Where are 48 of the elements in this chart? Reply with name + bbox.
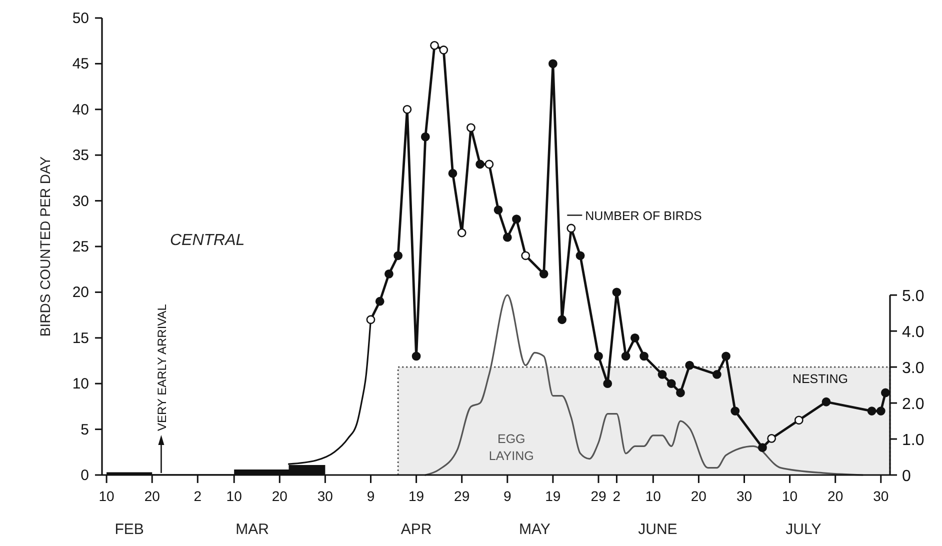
- x-tick-label: 30: [317, 488, 334, 504]
- x-tick-label: 30: [736, 488, 752, 504]
- x-tick-label: 19: [545, 488, 561, 504]
- y2-tick-label: 4.0: [902, 324, 924, 342]
- legend-label: NUMBER OF BIRDS: [585, 209, 702, 224]
- text: FEB: [114, 521, 144, 538]
- y-tick-label: 10: [72, 376, 89, 393]
- x-tick-label: 10: [98, 488, 115, 504]
- text: JULY: [786, 521, 822, 538]
- text: MAR: [236, 521, 270, 538]
- y-axis-title: BIRDS COUNTED PER DAY: [37, 156, 53, 337]
- y-tick-label: 0: [80, 467, 89, 484]
- y-tick-label: 35: [72, 147, 89, 164]
- y2-tick-label: 2.0: [902, 396, 924, 414]
- y-tick-label: 20: [72, 284, 89, 302]
- text: EGG LAYING: [488, 432, 534, 463]
- x-tick-label: 20: [272, 488, 288, 504]
- y2-tick-label: 1.0: [902, 432, 924, 450]
- x-tick-label: 2: [194, 488, 202, 504]
- y2-tick-label: 0: [902, 468, 911, 485]
- x-tick-label: 19: [408, 488, 424, 504]
- x-tick-label: 10: [645, 488, 662, 504]
- text: APR: [400, 521, 432, 538]
- x-tick-label: 10: [782, 488, 798, 504]
- y-tick-label: 45: [72, 56, 89, 73]
- y-tick-label: 5: [80, 421, 89, 438]
- x-tick-label: 29: [590, 488, 606, 504]
- y-tick-label: 15: [72, 330, 89, 347]
- x-tick-label: 9: [366, 488, 375, 504]
- text: MAY: [519, 521, 550, 538]
- x-tick-label: 10: [226, 488, 242, 504]
- series-label: NESTING: [792, 372, 848, 386]
- x-tick-label: 20: [828, 488, 844, 504]
- y-tick-label: 25: [72, 238, 89, 256]
- x-tick-label: 20: [690, 488, 707, 504]
- x-tick-label: 29: [454, 488, 470, 504]
- x-tick-label: 9: [503, 488, 512, 504]
- y2-tick-label: 5.0: [902, 288, 924, 306]
- x-tick-label: 20: [144, 488, 160, 504]
- annotation: CENTRAL: [170, 232, 245, 249]
- text: JUNE: [638, 521, 678, 538]
- x-tick-label: 2: [612, 488, 621, 504]
- y-tick-label: 40: [72, 101, 89, 118]
- y-tick-label: 30: [72, 192, 89, 210]
- y-tick-label: 50: [72, 10, 89, 27]
- x-tick-label: 30: [873, 488, 889, 504]
- y2-tick-label: 3.0: [902, 360, 924, 378]
- annotation: VERY EARLY ARRIVAL: [155, 304, 170, 431]
